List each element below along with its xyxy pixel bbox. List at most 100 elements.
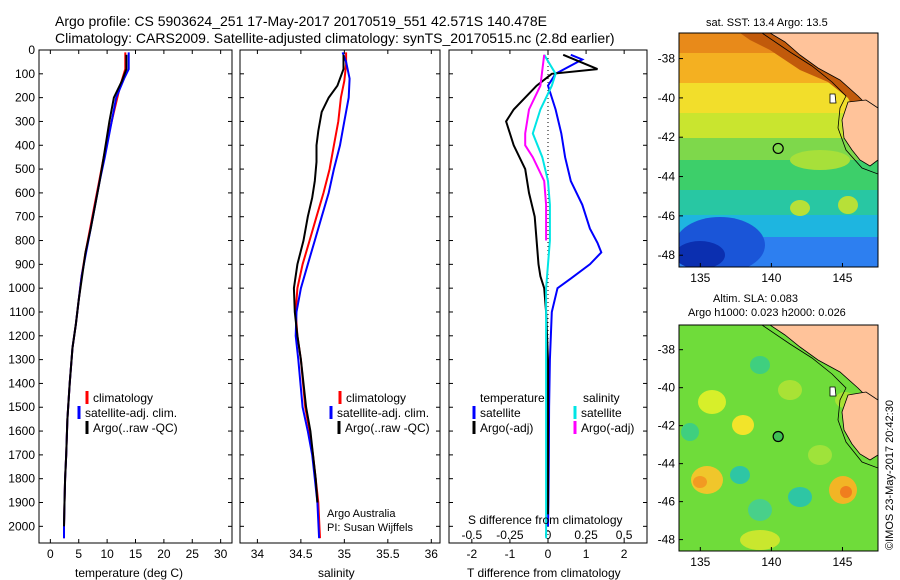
- series-line-satellite-adj-clim: [294, 52, 351, 539]
- sla-map-title-line2: Argo h1000: 0.023 h2000: 0.026: [688, 307, 846, 319]
- lat-tick-label: -46: [658, 495, 676, 509]
- legend-t-argo-label: Argo(-adj): [480, 421, 533, 435]
- y-tick-label: 2000: [8, 519, 35, 533]
- legend-satellite-label: satellite-adj. clim.: [85, 406, 177, 420]
- series-line-salinity-argo-adj: [524, 54, 548, 241]
- salinity-legend: climatology satellite-adj. clim. Argo(..…: [329, 391, 430, 435]
- series-line-salinity-satellite: [531, 54, 557, 539]
- sla-map: Altim. SLA: 0.083 Argo h1000: 0.023 h200…: [658, 293, 879, 569]
- temperature-axes-frame: [38, 49, 233, 544]
- temperature-panel: 0100200300400500600700800900100011001200…: [8, 43, 233, 580]
- lon-tick-label: 135: [690, 271, 710, 285]
- lat-tick-label: -48: [658, 248, 676, 262]
- lon-tick-label: 145: [832, 555, 852, 569]
- x-tick-label: 35.5: [376, 547, 400, 561]
- series-line-temperature-argo-adj: [505, 53, 598, 515]
- lon-tick-label: 145: [832, 271, 852, 285]
- y-tick-label: 1000: [8, 281, 35, 295]
- y-tick-label: 1200: [8, 329, 35, 343]
- credit-pi: PI: Susan Wijffels: [327, 522, 413, 534]
- t-difference-xlabel: T difference from climatology: [467, 566, 621, 580]
- series-line-argo-raw-qc: [63, 54, 128, 527]
- x-tick-label: 34.5: [289, 547, 313, 561]
- x-tick-label: 0: [545, 547, 552, 561]
- difference-legend: temperature salinity satellite satellite…: [472, 391, 634, 435]
- y-tick-label: 600: [15, 186, 35, 200]
- credit-institution: Argo Australia: [327, 508, 396, 520]
- figure-title-line2: Climatology: CARS2009. Satellite-adjuste…: [55, 30, 615, 46]
- y-tick-label: 0: [28, 43, 35, 57]
- s-tick-label: -0.25: [496, 528, 524, 542]
- x-tick-label: 2: [621, 547, 628, 561]
- y-tick-label: 1700: [8, 448, 35, 462]
- x-tick-label: 25: [186, 547, 200, 561]
- y-tick-label: 1800: [8, 472, 35, 486]
- y-tick-label: 1600: [8, 424, 35, 438]
- x-tick-label: 36: [425, 547, 439, 561]
- y-tick-label: 200: [15, 91, 35, 105]
- series-line-climatology: [294, 52, 348, 539]
- x-tick-label: 5: [75, 547, 82, 561]
- lon-tick-label: 140: [761, 555, 781, 569]
- x-tick-label: 15: [129, 547, 143, 561]
- y-tick-label: 700: [15, 210, 35, 224]
- lat-tick-label: -42: [658, 419, 676, 433]
- x-tick-label: 0: [47, 547, 54, 561]
- sst-map-title: sat. SST: 13.4 Argo: 13.5: [706, 17, 828, 29]
- y-tick-label: 1900: [8, 496, 35, 510]
- lat-tick-label: -40: [658, 91, 676, 105]
- y-tick-label: 1400: [8, 376, 35, 390]
- legend-s-satellite-label: satellite: [581, 406, 622, 420]
- y-tick-label: 100: [15, 67, 35, 81]
- legend-salinity-title: salinity: [583, 391, 620, 405]
- legend-s-argo-label: Argo(-adj): [581, 421, 634, 435]
- sst-map-frame: [678, 32, 879, 268]
- s-tick-label: 0.25: [574, 528, 598, 542]
- s-tick-label: -0.5: [462, 528, 483, 542]
- y-tick-label: 900: [15, 257, 35, 271]
- x-tick-label: 10: [100, 547, 114, 561]
- salinity-panel: 34 34.5 35 35.5 36 salinity climatology sate…: [239, 49, 441, 580]
- figure-title-line1: Argo profile: CS 5903624_251 17-May-2017…: [55, 13, 547, 29]
- legend-temperature-title: temperature: [480, 391, 545, 405]
- legend-argo-label: Argo(..raw -QC): [93, 421, 178, 435]
- lat-tick-label: -44: [658, 457, 676, 471]
- lat-tick-label: -38: [658, 52, 676, 66]
- legend-satellite-label: satellite-adj. clim.: [337, 406, 429, 420]
- sla-map-frame: [678, 324, 879, 552]
- temperature-legend: climatology satellite-adj. clim. Argo(..…: [77, 391, 178, 435]
- sla-map-title-line1: Altim. SLA: 0.083: [713, 293, 798, 305]
- sst-map: sat. SST: 13.4 Argo: 13.5 135 140 145 -38 -4…: [658, 17, 879, 285]
- salinity-axes-frame: [239, 49, 441, 544]
- s-tick-label: 0: [545, 528, 552, 542]
- series-line-argo-raw-qc: [292, 54, 345, 503]
- lon-tick-label: 135: [690, 555, 710, 569]
- sst-field: [679, 33, 878, 267]
- s-tick-label: 0.5: [616, 528, 633, 542]
- sst-argo-location-marker: [772, 142, 784, 155]
- y-tick-label: 1100: [9, 305, 35, 319]
- series-line-temperature-satellite: [546, 53, 603, 527]
- x-tick-label: 30: [214, 547, 228, 561]
- temperature-xlabel: temperature (deg C): [75, 566, 183, 580]
- lat-tick-label: -42: [658, 130, 676, 144]
- lat-tick-label: -44: [658, 170, 676, 184]
- series-line-satellite-adj-clim: [63, 52, 130, 539]
- x-tick-label: 1: [583, 547, 590, 561]
- y-tick-label: 800: [15, 234, 35, 248]
- lat-tick-label: -40: [658, 381, 676, 395]
- x-tick-label: 20: [157, 547, 171, 561]
- y-tick-label: 1500: [8, 400, 35, 414]
- difference-panel: -2 -1 0 1 2 -0.5 -0.25 0 0.25 0.5 T difference fr…: [448, 49, 648, 580]
- x-tick-label: 34: [251, 547, 265, 561]
- x-tick-label: -1: [505, 547, 516, 561]
- legend-climatology-label: climatology: [346, 391, 406, 405]
- legend-t-satellite-label: satellite: [480, 406, 521, 420]
- x-tick-label: -2: [467, 547, 478, 561]
- imos-stamp: ©IMOS 23-May-2017 20:42:30: [884, 400, 896, 550]
- lat-tick-label: -46: [658, 209, 676, 223]
- series-line-climatology: [63, 52, 127, 539]
- y-tick-label: 1300: [8, 353, 35, 367]
- x-tick-label: 35: [338, 547, 352, 561]
